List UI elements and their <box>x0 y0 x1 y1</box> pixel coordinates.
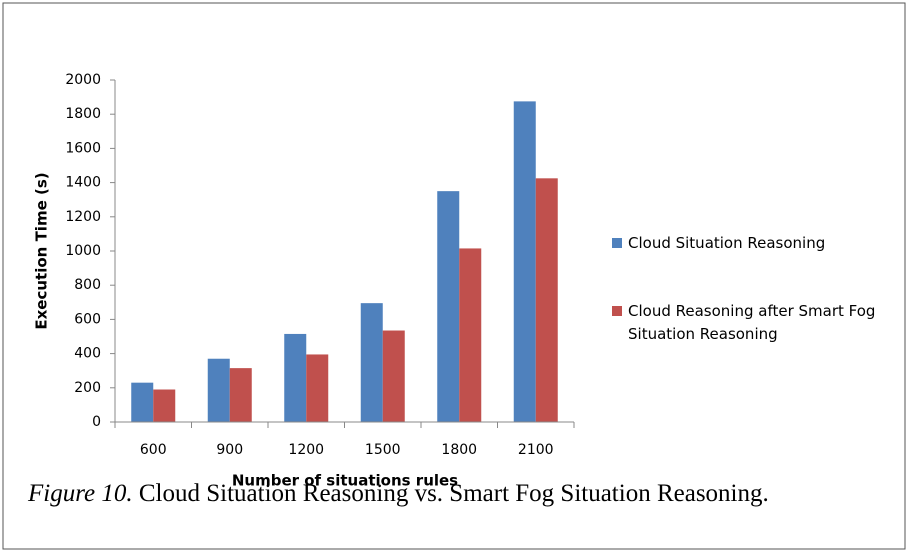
legend-swatch <box>612 238 622 248</box>
y-tick-label: 200 <box>74 380 101 396</box>
bar <box>535 178 558 422</box>
caption-label: Figure 10. <box>28 480 133 507</box>
bar <box>229 368 252 422</box>
bar <box>131 382 154 422</box>
caption: Figure 10. Cloud Situation Reasoning vs.… <box>28 480 769 508</box>
legend-item: Cloud Situation Reasoning <box>612 232 902 255</box>
x-tick-label: 1200 <box>288 442 324 458</box>
y-axis-title: Execution Time (s) <box>33 172 51 329</box>
y-tick-label: 1200 <box>65 209 101 225</box>
legend-swatch <box>612 306 622 316</box>
x-axis-title: Number of situations rules <box>232 472 458 490</box>
bar <box>306 354 329 422</box>
caption-text: Cloud Situation Reasoning vs. Smart Fog … <box>138 480 769 507</box>
bar <box>207 358 230 422</box>
bar <box>459 248 482 422</box>
x-tick-label: 1500 <box>365 442 401 458</box>
bar <box>284 333 307 422</box>
x-tick-label: 600 <box>140 442 167 458</box>
y-tick-label: 1400 <box>65 175 101 191</box>
y-tick-label: 800 <box>74 277 101 293</box>
y-tick-label: 1600 <box>65 140 101 156</box>
x-tick-label: 2100 <box>518 442 554 458</box>
bar <box>360 303 383 422</box>
legend-label: Cloud Situation Reasoning <box>628 234 826 252</box>
bar <box>513 101 536 422</box>
x-tick-label: 1800 <box>441 442 477 458</box>
y-tick-label: 1800 <box>65 106 101 122</box>
bar <box>382 330 405 422</box>
legend-item: Cloud Reasoning after Smart Fog Situatio… <box>612 300 902 346</box>
y-tick-label: 0 <box>92 414 101 430</box>
y-tick-label: 400 <box>74 346 101 362</box>
y-tick-label: 600 <box>74 311 101 327</box>
bar <box>437 191 460 422</box>
bar <box>153 389 176 422</box>
x-tick-label: 900 <box>216 442 243 458</box>
y-tick-label: 1000 <box>65 243 101 259</box>
legend-label: Cloud Reasoning after Smart Fog Situatio… <box>628 302 876 343</box>
y-tick-label: 2000 <box>65 72 101 88</box>
